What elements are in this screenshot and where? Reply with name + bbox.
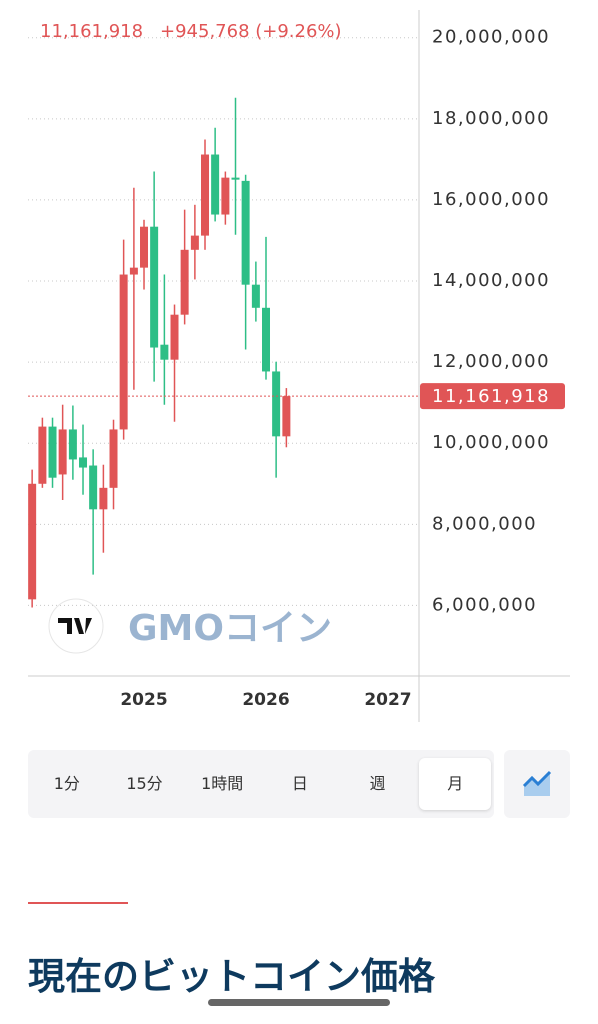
tv-logo-glyph: [58, 618, 92, 634]
x-tick-label: 2026: [242, 690, 289, 710]
chart: 11,161,918 +945,768 (+9.26%) GMOコイン 6,00…: [28, 10, 570, 722]
chart-type-button[interactable]: [504, 750, 570, 818]
price-text: 11,161,918: [40, 21, 143, 42]
x-tick-label: 2027: [364, 690, 411, 710]
candle-body: [190, 235, 199, 250]
candle-body: [38, 426, 47, 484]
candle-body: [58, 429, 67, 475]
candle-body: [241, 180, 250, 285]
candle-body: [68, 429, 77, 460]
candle-body: [48, 426, 57, 478]
y-tick-label: 14,000,000: [432, 270, 550, 291]
candle-body: [109, 429, 118, 488]
candle-body: [28, 483, 37, 600]
candle-body: [150, 226, 159, 348]
candle-body: [79, 457, 88, 468]
candle-body: [119, 274, 128, 430]
timeframe-button[interactable]: 15分: [126, 774, 163, 793]
y-tick-label: 10,000,000: [432, 432, 550, 453]
home-indicator: [208, 999, 390, 1006]
timeframe-bar: 1分 15分 1時間 日 週 月: [28, 750, 494, 818]
candle-body: [201, 154, 210, 236]
candle-body: [140, 226, 149, 268]
candle-body: [272, 371, 281, 437]
candle-body: [170, 314, 179, 360]
y-tick-label: 6,000,000: [432, 594, 537, 615]
chart-type-icon: [522, 770, 552, 796]
tv-logo: [48, 598, 104, 654]
candle-body: [251, 284, 260, 308]
y-tick-label: 20,000,000: [432, 27, 550, 48]
y-tick-label: 12,000,000: [432, 351, 550, 372]
candle-body: [221, 177, 230, 215]
timeframe-button[interactable]: 月: [419, 758, 492, 810]
y-tick-label: 8,000,000: [432, 513, 537, 534]
y-tick-label: 18,000,000: [432, 108, 550, 129]
candle-body: [282, 396, 291, 437]
candle-body: [180, 249, 189, 315]
heading: 現在のビットコイン価格: [28, 955, 435, 998]
timeframe-button[interactable]: 1時間: [201, 774, 244, 793]
timeframe-button[interactable]: 週: [369, 774, 386, 793]
candle-body: [129, 267, 138, 275]
y-tick-label: 16,000,000: [432, 189, 550, 210]
last-price-tag: [420, 383, 565, 410]
x-tick-label: 2025: [120, 690, 167, 710]
watermark: GMOコイン: [128, 608, 332, 649]
candle-body: [160, 344, 169, 360]
candle-body: [231, 177, 240, 180]
timeframe-button[interactable]: 日: [291, 774, 308, 793]
accent-line: [28, 902, 128, 904]
candle-body: [99, 487, 108, 510]
change-text: +945,768 (+9.26%): [160, 21, 342, 42]
last-price-label: 11,161,918: [432, 386, 550, 407]
candle-body: [211, 154, 220, 215]
candle-body: [262, 307, 271, 372]
timeframe-button[interactable]: 1分: [53, 774, 80, 793]
candle-body: [89, 465, 98, 510]
